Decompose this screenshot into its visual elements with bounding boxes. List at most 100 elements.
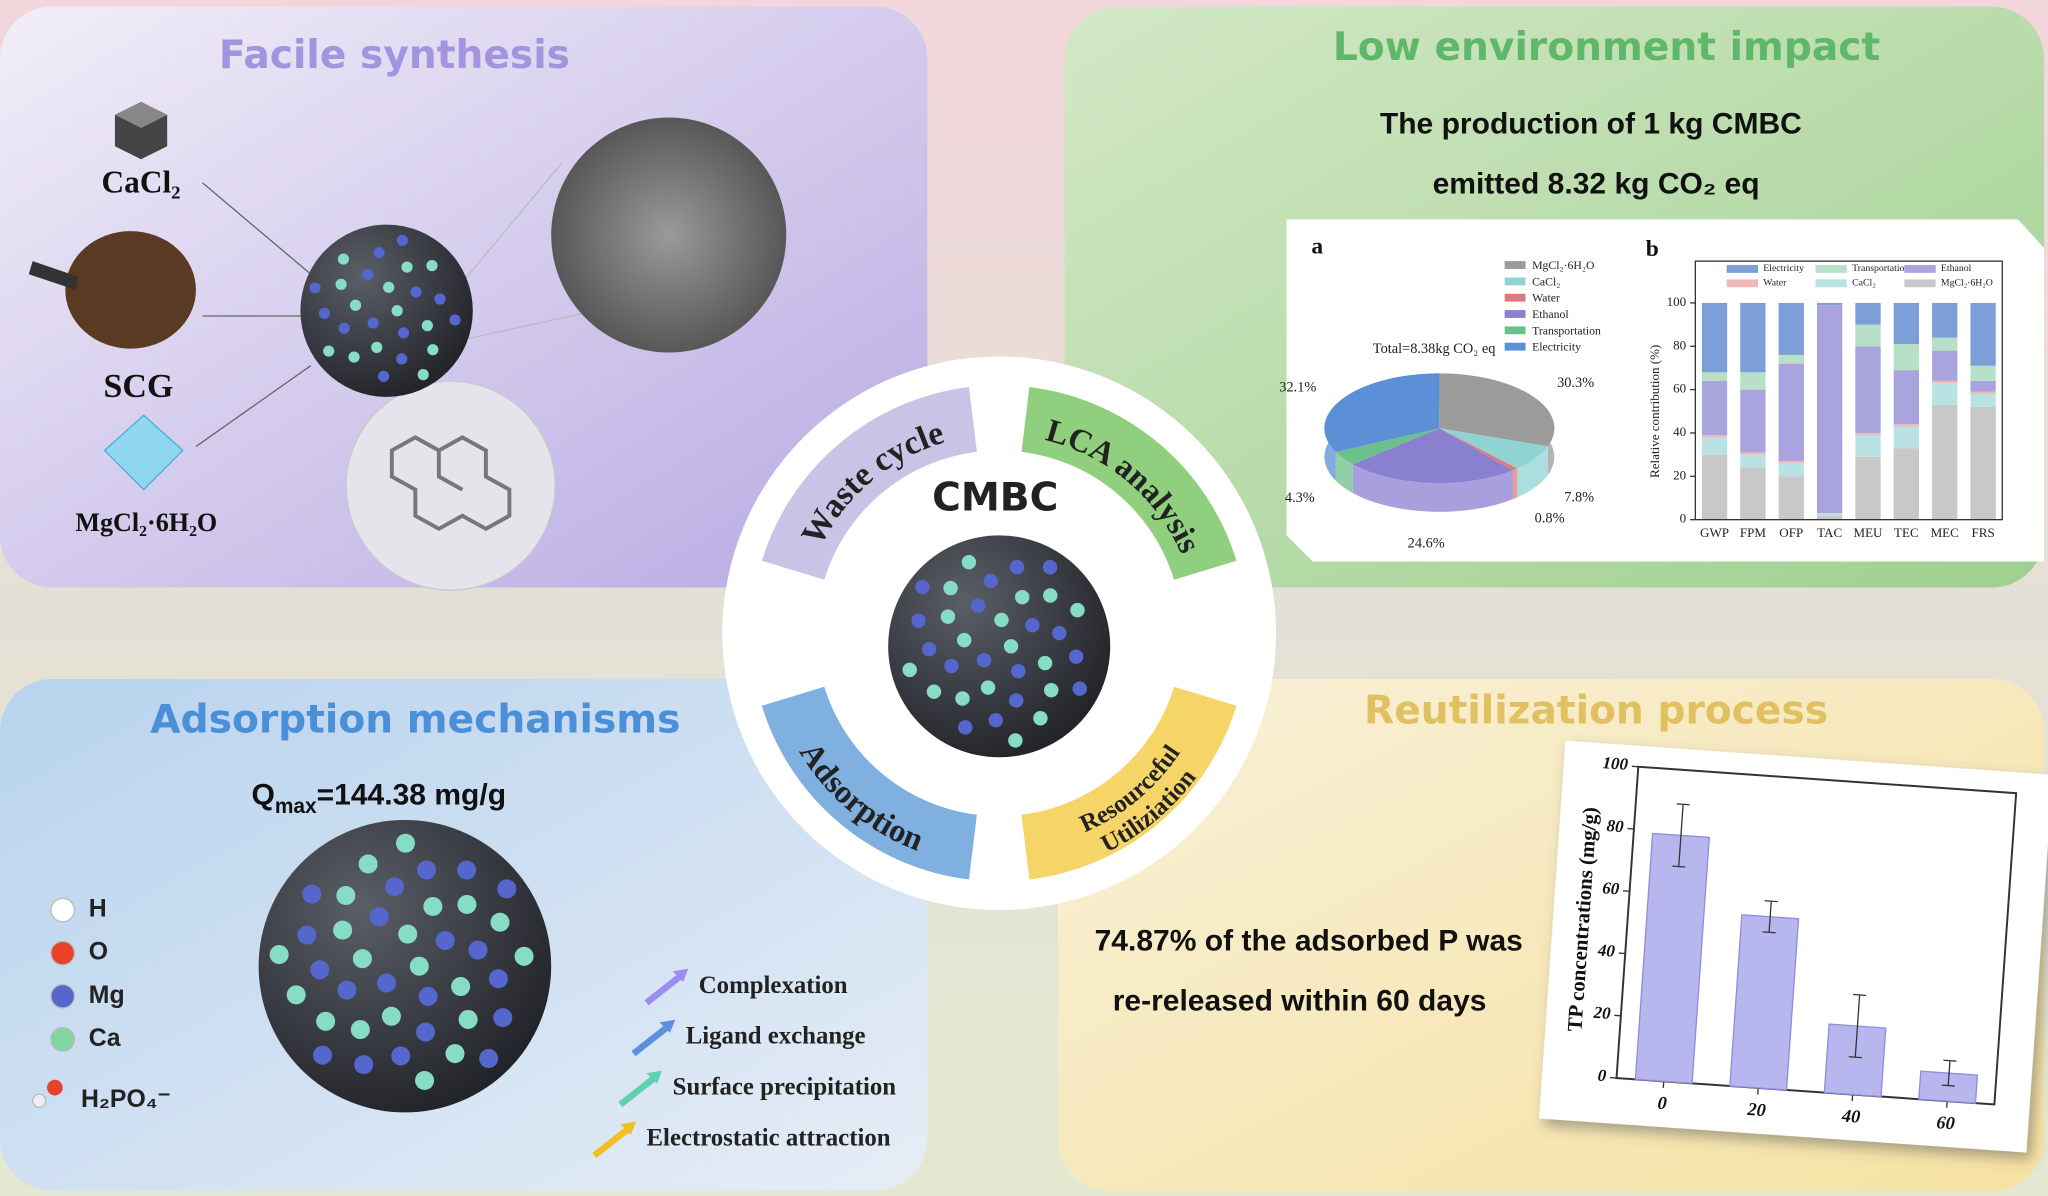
legend-swatch [1504, 326, 1526, 335]
reutilization-text: 74.87% of the adsorbed P was [1095, 925, 1523, 958]
sphere-dot [410, 286, 422, 298]
element-label: O [89, 939, 108, 966]
sphere-dot [434, 293, 446, 305]
bar-segment [1778, 463, 1804, 477]
legend-label: Water [1532, 292, 1560, 305]
bar-segment [1701, 302, 1728, 373]
legend-swatch [1726, 279, 1759, 288]
sphere-dot [352, 949, 372, 969]
sphere-dot [497, 879, 517, 899]
error-bar [1941, 1059, 1957, 1087]
sphere-dot [391, 1046, 411, 1066]
sphere-dot [354, 1055, 374, 1075]
panel-title: Adsorption mechanisms [150, 698, 680, 743]
ring-segment [1020, 387, 1237, 581]
connector-lines [195, 162, 615, 448]
sphere-dot [396, 353, 408, 365]
ring-segment [761, 686, 978, 880]
sphere-dot [362, 269, 374, 281]
sphere-dot [488, 969, 508, 989]
sphere-dot [490, 912, 510, 932]
sphere-dot [457, 894, 477, 914]
pie-value-label: 24.6% [1408, 535, 1445, 551]
sphere-dot [1044, 682, 1059, 698]
sphere-dot [385, 877, 405, 897]
x-tick-label: 0 [1657, 1093, 1668, 1114]
bar-segment [1893, 344, 1920, 371]
pie-value-label: 30.3% [1557, 375, 1594, 391]
bar [1729, 914, 1800, 1091]
sphere-dot [338, 322, 350, 334]
x-tick-label: 60 [1936, 1112, 1956, 1133]
mechanism-arrow-head [620, 1121, 637, 1135]
crystal-icon [103, 414, 184, 491]
bar-segment [1855, 346, 1881, 433]
y-tick-label: 0 [1680, 511, 1687, 526]
mechanism-label: Ligand exchange [686, 1023, 866, 1050]
sphere-dot [350, 1020, 370, 1040]
y-tick-label: 100 [1602, 753, 1629, 774]
material-label: MgCl₂·6H₂O [75, 508, 217, 537]
mechanism-label: Electrostatic attraction [647, 1125, 891, 1152]
error-bar [1762, 900, 1778, 934]
sphere-dot [1011, 663, 1026, 679]
pie-side [1512, 468, 1518, 500]
sphere-dot [902, 662, 917, 678]
sphere-dot [1052, 625, 1067, 641]
sphere-dot [457, 860, 477, 880]
sphere-dot [449, 314, 461, 326]
mechanism-arrow-head [646, 1070, 663, 1084]
x-tick-label: MEU [1853, 525, 1883, 540]
sphere-dot [383, 281, 395, 293]
legend-swatch [1504, 342, 1526, 351]
coffee-icon [65, 231, 196, 349]
sphere-dot [1043, 588, 1058, 603]
legend-swatch [1504, 310, 1526, 318]
sphere-dot [1072, 681, 1087, 696]
qmax: Qmax=144.38 mg/g [251, 778, 506, 817]
sphere-dot [297, 925, 317, 945]
reutilization-text: re-released within 60 days [1113, 985, 1487, 1018]
y-tick-label: 40 [1673, 424, 1687, 439]
sphere-dot [958, 720, 973, 735]
center-title: CMBC [932, 476, 1058, 521]
molecule-image [345, 380, 556, 591]
sphere-dot [395, 833, 415, 853]
bar-segment [1701, 437, 1728, 455]
sphere-dot [493, 1008, 513, 1028]
element-dot [50, 897, 76, 923]
sphere-dot [976, 652, 992, 668]
mechanism-arrow [592, 1124, 633, 1159]
ion-dot [47, 1079, 63, 1096]
sphere-dot [371, 341, 383, 353]
legend-label: Transportation [1852, 263, 1909, 274]
pie-side [1517, 446, 1548, 498]
y-tick-label: 0 [1597, 1066, 1607, 1086]
y-tick-label: 60 [1673, 381, 1687, 396]
bar-segment [1932, 380, 1958, 384]
sphere-dot [1037, 655, 1053, 671]
sphere-dot [426, 260, 438, 272]
sphere-dot [514, 946, 534, 966]
legend-label: MgCl₂·6H₂O [1941, 278, 1993, 289]
sphere-dot [1009, 559, 1025, 575]
sphere-dot [302, 884, 322, 904]
bar-segment [1740, 467, 1766, 520]
bar-segment [1778, 363, 1804, 462]
sphere-dot [309, 282, 321, 294]
qmax-value: =144.38 mg/g [317, 778, 506, 811]
sphere-dot [398, 924, 418, 944]
bar-segment [1816, 305, 1843, 514]
sphere-dot [458, 1009, 478, 1029]
bar-segment [1893, 448, 1920, 520]
sphere-dot [983, 573, 998, 589]
sphere-dot [391, 305, 403, 317]
bar-segment [1740, 372, 1766, 390]
ring-segment [1020, 686, 1237, 880]
impact-text: emitted 8.32 kg CO₂ eq [1433, 167, 1760, 200]
error-bar [1848, 993, 1867, 1059]
bar-segment [1816, 515, 1843, 520]
